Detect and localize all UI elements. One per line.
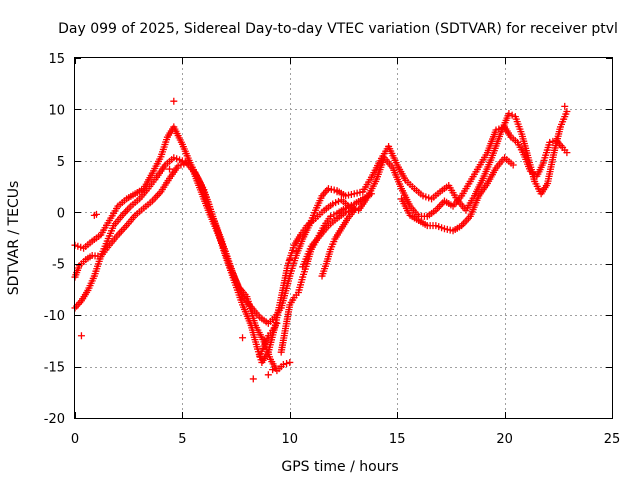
x-tick-label: 10: [282, 432, 299, 447]
data-point: [292, 247, 300, 255]
data-point: [563, 149, 571, 157]
y-tick-label: 0: [57, 206, 65, 221]
y-tick-label: -5: [52, 258, 65, 273]
data-point: [92, 210, 100, 218]
data-point: [508, 111, 516, 119]
axis-ticks: [75, 58, 613, 419]
data-point: [273, 319, 281, 327]
y-tick-label: -15: [44, 361, 65, 376]
data-point: [286, 358, 294, 366]
data-points: [71, 97, 571, 383]
y-tick-labels: -20 -15 -10 -5 0 5 10 15: [44, 52, 65, 427]
x-tick-label: 25: [604, 432, 621, 447]
data-point: [561, 102, 569, 110]
x-axis-label: GPS time / hours: [281, 459, 398, 475]
data-point: [333, 188, 341, 196]
chart-title: Day 099 of 2025, Sidereal Day-to-day VTE…: [58, 21, 618, 37]
data-point: [77, 332, 85, 340]
data-point: [367, 190, 375, 198]
data-point: [249, 375, 257, 383]
grid-lines: [75, 58, 612, 418]
y-tick-label: 15: [48, 52, 65, 67]
x-tick-label: 20: [496, 432, 513, 447]
y-axis-label: SDTVAR / TECUs: [6, 181, 22, 296]
x-tick-label: 0: [71, 432, 79, 447]
y-tick-label: -10: [44, 309, 65, 324]
data-point: [350, 206, 358, 214]
y-tick-label: 10: [48, 103, 65, 118]
data-point: [279, 361, 287, 369]
data-point: [327, 212, 335, 220]
x-tick-label: 15: [389, 432, 406, 447]
data-point: [239, 334, 247, 342]
x-tick-labels: 0 5 10 15 20 25: [71, 432, 620, 447]
data-point: [166, 165, 174, 173]
data-point: [505, 110, 513, 118]
data-point: [264, 371, 272, 379]
data-point: [509, 161, 517, 169]
data-point: [549, 137, 557, 145]
plot-frame: [74, 57, 613, 419]
data-point: [330, 211, 338, 219]
data-point: [546, 138, 554, 146]
data-point: [170, 97, 178, 105]
data-point: [563, 107, 571, 115]
y-tick-label: 5: [57, 155, 65, 170]
x-tick-label: 5: [178, 432, 186, 447]
data-point: [286, 256, 294, 264]
data-point: [283, 359, 291, 367]
data-point: [269, 366, 277, 374]
y-tick-label: -20: [44, 412, 65, 427]
